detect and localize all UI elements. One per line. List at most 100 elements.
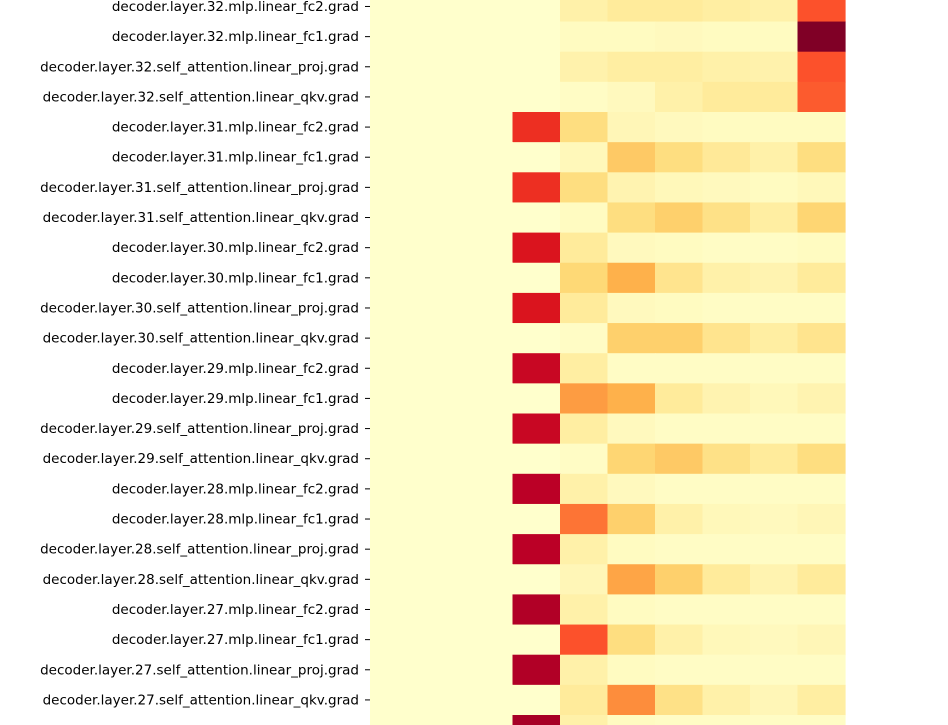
heatmap-cell xyxy=(370,112,419,143)
heatmap-cell xyxy=(797,51,846,83)
heatmap-cell xyxy=(607,21,656,53)
heatmap-cell xyxy=(370,654,419,686)
heatmap-cell xyxy=(370,21,419,53)
heatmap-cell xyxy=(370,81,419,113)
heatmap-cell xyxy=(750,112,799,143)
heatmap-cell xyxy=(560,564,609,595)
heatmap-cell xyxy=(512,202,561,234)
heatmap-cell xyxy=(465,323,514,354)
row-label: decoder.layer.27.self_attention.linear_q… xyxy=(43,692,359,708)
heatmap-cell xyxy=(417,473,466,505)
heatmap-cell xyxy=(797,473,846,505)
heatmap-cell xyxy=(417,503,466,535)
heatmap-cell xyxy=(702,564,751,595)
heatmap-cell xyxy=(370,534,419,565)
heatmap-cell xyxy=(560,443,609,475)
heatmap-cell xyxy=(417,21,466,53)
heatmap-cell xyxy=(797,594,846,626)
heatmap-cell xyxy=(560,112,609,143)
heatmap-cell xyxy=(417,654,466,686)
row-label: decoder.layer.27.mlp.linear_fc1.grad xyxy=(112,632,359,648)
heatmap-cell xyxy=(655,413,704,445)
heatmap-cell xyxy=(702,0,751,23)
heatmap-cell xyxy=(797,172,846,204)
heatmap-cell xyxy=(512,413,561,445)
heatmap-cell xyxy=(370,503,419,535)
heatmap-cell xyxy=(607,715,656,725)
heatmap-cell xyxy=(607,0,656,23)
heatmap-cell xyxy=(750,262,799,294)
heatmap-cells xyxy=(370,0,846,725)
heatmap-cell xyxy=(655,383,704,415)
row-label: decoder.layer.29.self_attention.linear_p… xyxy=(40,421,359,437)
heatmap-cell xyxy=(417,353,466,384)
heatmap-cell xyxy=(655,142,704,173)
heatmap-cell xyxy=(607,413,656,445)
heatmap-cell xyxy=(560,715,609,725)
heatmap-cell xyxy=(370,142,419,173)
heatmap-cell xyxy=(655,202,704,234)
heatmap-cell xyxy=(512,323,561,354)
heatmap-cell xyxy=(560,232,609,264)
heatmap-cell xyxy=(702,51,751,83)
heatmap-cell xyxy=(560,172,609,204)
heatmap-cell xyxy=(607,594,656,626)
heatmap-cell xyxy=(797,353,846,384)
heatmap-cell xyxy=(465,473,514,505)
heatmap-cell xyxy=(655,443,704,475)
heatmap-cell xyxy=(465,624,514,656)
heatmap-cell xyxy=(655,0,704,23)
heatmap-cell xyxy=(655,323,704,354)
heatmap-cell xyxy=(465,413,514,445)
heatmap-cell xyxy=(702,715,751,725)
heatmap-cell xyxy=(417,323,466,354)
heatmap-cell xyxy=(797,323,846,354)
heatmap-cell xyxy=(797,503,846,535)
heatmap-cell xyxy=(370,353,419,384)
heatmap-cell xyxy=(417,564,466,595)
heatmap-cell xyxy=(702,353,751,384)
heatmap-cell xyxy=(797,534,846,565)
heatmap-cell xyxy=(750,21,799,53)
heatmap-cell xyxy=(750,383,799,415)
row-label: decoder.layer.32.mlp.linear_fc2.grad xyxy=(112,0,359,15)
heatmap-cell xyxy=(750,51,799,83)
heatmap-cell xyxy=(607,51,656,83)
heatmap-cell xyxy=(465,232,514,264)
heatmap-cell xyxy=(702,654,751,686)
heatmap-cell xyxy=(655,112,704,143)
row-label: decoder.layer.30.self_attention.linear_p… xyxy=(40,300,359,316)
heatmap-cell xyxy=(417,413,466,445)
heatmap-cell xyxy=(797,142,846,173)
heatmap-cell xyxy=(702,202,751,234)
heatmap-cell xyxy=(512,232,561,264)
heatmap-cell xyxy=(607,172,656,204)
row-label: decoder.layer.32.self_attention.linear_p… xyxy=(40,59,359,75)
heatmap-cell xyxy=(607,81,656,113)
row-label: decoder.layer.27.self_attention.linear_p… xyxy=(40,662,359,678)
row-label: decoder.layer.28.self_attention.linear_q… xyxy=(43,572,359,588)
heatmap-cell xyxy=(655,534,704,565)
heatmap-cell xyxy=(750,503,799,535)
heatmap-cell xyxy=(750,172,799,204)
heatmap-cell xyxy=(702,292,751,324)
heatmap-cell xyxy=(750,292,799,324)
heatmap-cell xyxy=(607,383,656,415)
heatmap-cell xyxy=(512,172,561,204)
row-label: decoder.layer.31.mlp.linear_fc2.grad xyxy=(112,120,359,136)
heatmap-cell xyxy=(655,21,704,53)
row-label: decoder.layer.28.self_attention.linear_p… xyxy=(40,542,359,558)
heatmap-cell xyxy=(417,81,466,113)
heatmap-cell xyxy=(607,262,656,294)
heatmap-cell xyxy=(655,172,704,204)
heatmap-cell xyxy=(512,715,561,725)
heatmap-cell xyxy=(512,51,561,83)
heatmap-cell xyxy=(560,503,609,535)
heatmap-cell xyxy=(512,353,561,384)
heatmap-cell xyxy=(370,172,419,204)
heatmap-cell xyxy=(465,51,514,83)
heatmap-cell xyxy=(750,142,799,173)
heatmap-cell xyxy=(370,443,419,475)
heatmap-cell xyxy=(560,202,609,234)
row-label: decoder.layer.31.mlp.linear_fc1.grad xyxy=(112,150,359,166)
